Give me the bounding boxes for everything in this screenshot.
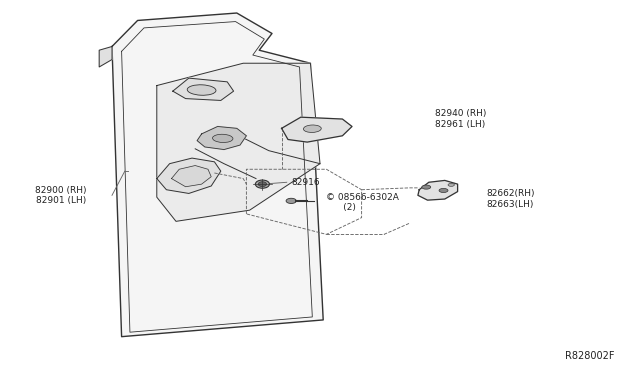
Polygon shape (197, 126, 246, 150)
Ellipse shape (188, 85, 216, 95)
Polygon shape (112, 13, 323, 337)
Polygon shape (173, 78, 234, 100)
Text: 82900 (RH)
82901 (LH): 82900 (RH) 82901 (LH) (35, 186, 86, 205)
Ellipse shape (258, 182, 267, 186)
Ellipse shape (303, 125, 321, 132)
Text: 82662(RH)
82663(LH): 82662(RH) 82663(LH) (486, 189, 535, 209)
Polygon shape (172, 166, 211, 187)
Text: © 08566-6302A
      (2): © 08566-6302A (2) (326, 193, 399, 212)
Ellipse shape (255, 180, 269, 188)
Text: 82940 (RH)
82961 (LH): 82940 (RH) 82961 (LH) (435, 109, 486, 129)
Text: 82916: 82916 (291, 178, 320, 187)
Polygon shape (157, 63, 320, 221)
Ellipse shape (286, 198, 296, 203)
Ellipse shape (212, 134, 233, 142)
Polygon shape (99, 46, 112, 67)
Ellipse shape (439, 188, 448, 193)
Text: R828002F: R828002F (565, 351, 614, 361)
Polygon shape (282, 117, 352, 142)
Ellipse shape (422, 185, 431, 189)
Polygon shape (418, 180, 458, 200)
Ellipse shape (448, 183, 454, 186)
Polygon shape (157, 158, 221, 193)
